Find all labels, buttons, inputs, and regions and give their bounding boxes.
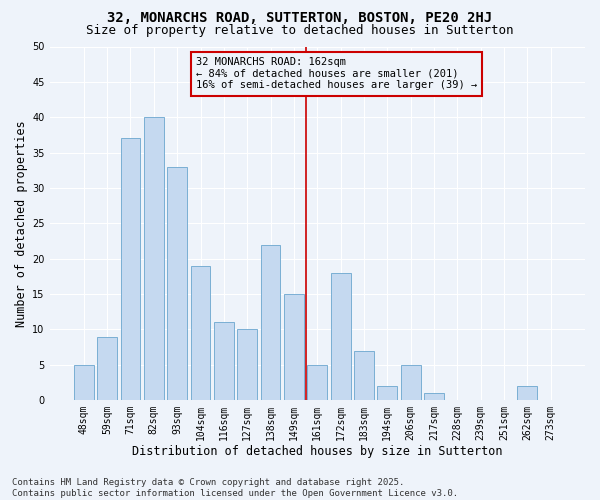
Bar [424, 393, 444, 400]
Bar [401, 365, 421, 400]
Bar [167, 167, 187, 400]
Bar [284, 294, 304, 400]
Text: Contains HM Land Registry data © Crown copyright and database right 2025.
Contai: Contains HM Land Registry data © Crown c… [12, 478, 458, 498]
Bar [517, 386, 538, 400]
Y-axis label: Number of detached properties: Number of detached properties [15, 120, 28, 326]
Bar [191, 266, 211, 400]
X-axis label: Distribution of detached houses by size in Sutterton: Distribution of detached houses by size … [132, 444, 503, 458]
Text: Size of property relative to detached houses in Sutterton: Size of property relative to detached ho… [86, 24, 514, 37]
Bar [214, 322, 234, 400]
Bar [144, 117, 164, 400]
Bar [121, 138, 140, 400]
Text: 32, MONARCHS ROAD, SUTTERTON, BOSTON, PE20 2HJ: 32, MONARCHS ROAD, SUTTERTON, BOSTON, PE… [107, 11, 493, 25]
Bar [74, 365, 94, 400]
Bar [354, 350, 374, 400]
Bar [307, 365, 327, 400]
Text: 32 MONARCHS ROAD: 162sqm
← 84% of detached houses are smaller (201)
16% of semi-: 32 MONARCHS ROAD: 162sqm ← 84% of detach… [196, 57, 477, 90]
Bar [237, 330, 257, 400]
Bar [97, 336, 117, 400]
Bar [260, 244, 280, 400]
Bar [331, 273, 350, 400]
Bar [377, 386, 397, 400]
